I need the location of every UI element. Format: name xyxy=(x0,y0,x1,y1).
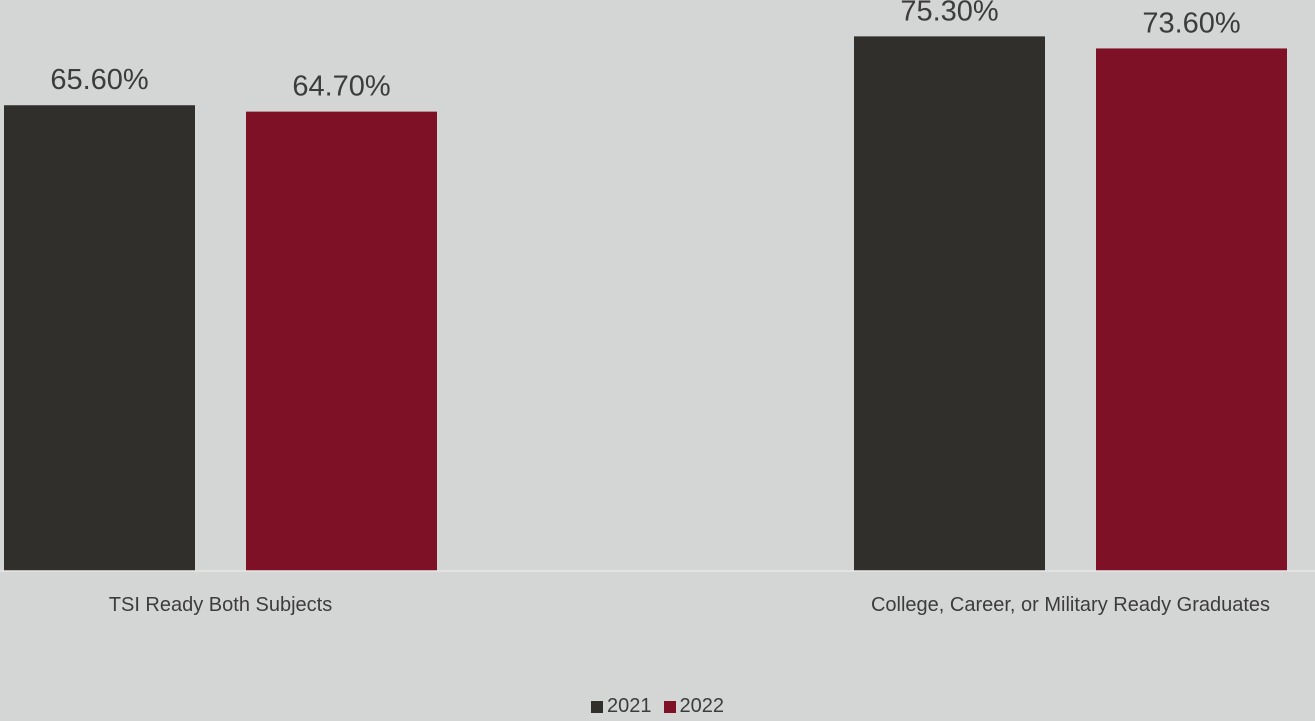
legend: 2021 2022 xyxy=(0,695,1315,718)
data-label-2021-0: 65.60% xyxy=(50,64,148,96)
category-label-1: College, Career, or Military Ready Gradu… xyxy=(871,594,1270,616)
legend-swatch-2022 xyxy=(663,700,676,713)
bar-2021-0 xyxy=(4,105,195,572)
bar-2021-1 xyxy=(854,36,1045,572)
bar-2022-0 xyxy=(246,111,437,571)
legend-swatch-2021 xyxy=(591,700,603,713)
data-label-2022-1: 73.60% xyxy=(1142,7,1240,39)
category-label-0: TSI Ready Both Subjects xyxy=(109,594,332,616)
legend-label-2022: 2022 xyxy=(679,695,725,717)
bars-layer xyxy=(4,36,1287,572)
bar-chart: 65.60% 64.70% 75.30% 73.60% TSI Ready Both … xyxy=(0,0,1315,616)
data-label-2022-0: 64.70% xyxy=(292,71,390,103)
bar-2022-1 xyxy=(1096,48,1287,571)
data-label-2021-1: 75.30% xyxy=(900,0,998,27)
legend-item-2021: 2021 xyxy=(591,695,652,718)
legend-item-2022: 2022 xyxy=(663,695,725,718)
data-labels-layer: 65.60% 64.70% 75.30% 73.60% xyxy=(50,0,1240,103)
category-labels-layer: TSI Ready Both Subjects College, Career, … xyxy=(109,594,1270,616)
legend-label-2021: 2021 xyxy=(607,695,652,717)
